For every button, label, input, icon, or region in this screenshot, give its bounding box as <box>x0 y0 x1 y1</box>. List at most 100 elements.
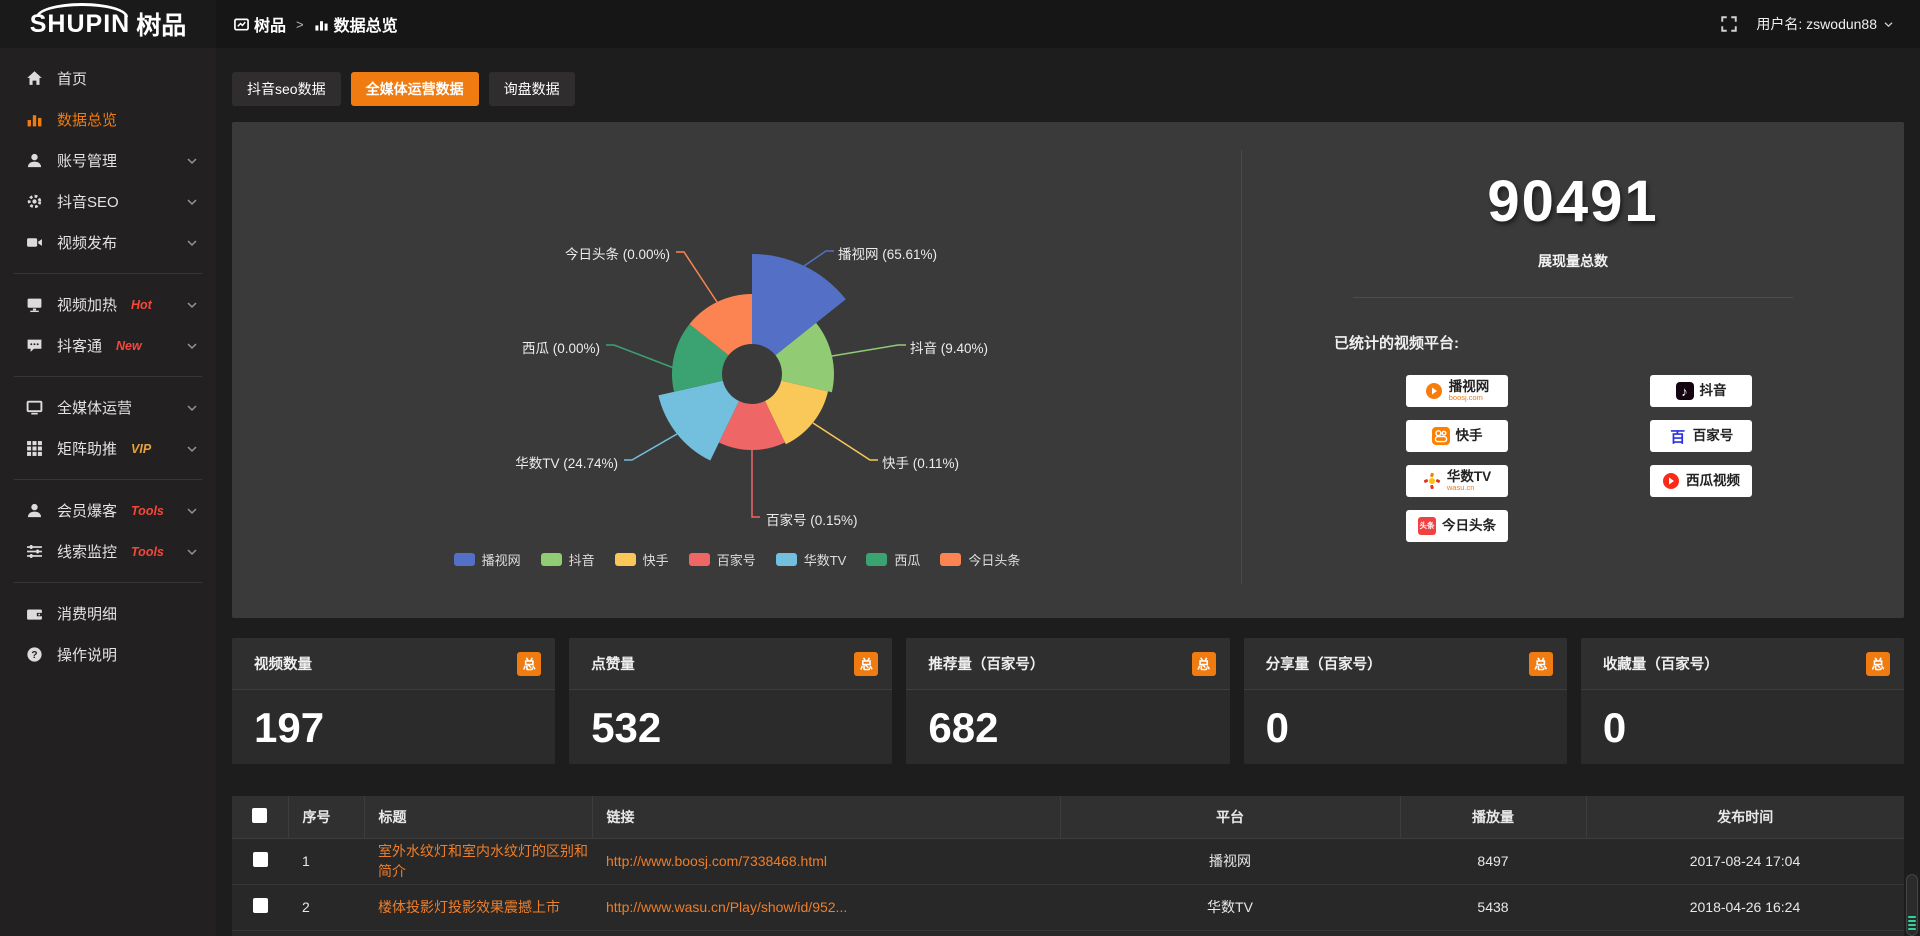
sidebar-item-douyin-seo[interactable]: 抖音SEO <box>0 181 216 222</box>
new-badge: New <box>116 338 142 353</box>
video-url-link[interactable]: http://www.boosj.com/7338468.html <box>606 853 828 869</box>
row-checkbox[interactable] <box>252 898 268 913</box>
svg-text:?: ? <box>31 650 37 661</box>
sidebar-item-matrix-boost[interactable]: 矩阵助推 VIP <box>0 428 216 469</box>
sidebar-item-omnimedia[interactable]: 全媒体运营 <box>0 387 216 428</box>
label-line-toutiao <box>676 251 718 303</box>
sidebar-item-help[interactable]: ? 操作说明 <box>0 634 216 675</box>
main-content: 抖音seo数据 全媒体运营数据 询盘数据 <box>216 48 1920 936</box>
tab-inquiry-data[interactable]: 询盘数据 <box>488 72 575 106</box>
tools-badge: Tools <box>131 544 164 559</box>
pie-slice-douyin[interactable] <box>775 322 834 393</box>
chevron-down-icon <box>187 342 197 349</box>
summary-panel: 90491 展现量总数 已统计的视频平台: 播视网 boosj.com 快手 <box>1242 122 1904 618</box>
platform-badge-baijiahao: 百 百家号 <box>1650 420 1752 452</box>
chevron-down-icon <box>1884 21 1893 27</box>
pie-slice-toutiao[interactable] <box>689 294 753 356</box>
sidebar-item-data-overview[interactable]: 数据总览 <box>0 99 216 140</box>
stat-card-value: 0 <box>1265 704 1289 751</box>
video-title-link[interactable]: 楼体投影灯投影效果震撼上市 <box>378 899 560 915</box>
stat-card-title: 分享量（百家号） <box>1265 657 1382 673</box>
col-header-time: 发布时间 <box>1585 796 1904 839</box>
chevron-down-icon <box>187 548 197 555</box>
total-impressions-label: 展现量总数 <box>1538 253 1608 269</box>
col-header-link: 链接 <box>591 796 1060 839</box>
sidebar-item-video-heat[interactable]: 视频加热 Hot <box>0 284 216 325</box>
video-table: 序号 标题 链接 平台 播放量 发布时间 1 室外水纹灯和室内水纹灯的区别和简介… <box>232 796 1904 936</box>
summary-divider <box>1353 297 1793 298</box>
chevron-down-icon <box>187 404 197 411</box>
legend-item-toutiao[interactable]: 今日头条 <box>940 550 1020 569</box>
pie-slice-kuaishou[interactable] <box>765 380 828 445</box>
video-title-link[interactable]: 室外水纹灯和室内水纹灯的区别和简介 <box>378 843 588 879</box>
row-checkbox[interactable] <box>252 852 268 867</box>
sidebar-item-member-blast[interactable]: 会员爆客 Tools <box>0 490 216 531</box>
user-menu[interactable]: 用户名: zswodun88 <box>1756 14 1894 34</box>
legend-swatch <box>775 553 797 566</box>
table-row: 2 楼体投影灯投影效果震撼上市 http://www.wasu.cn/Play/… <box>232 884 1904 931</box>
person-icon <box>27 503 42 518</box>
sidebar-item-account[interactable]: 账号管理 <box>0 140 216 181</box>
platform-badge-kuaishou: 快手 <box>1406 420 1508 452</box>
sidebar: 首页 数据总览 账号管理 抖音SEO 视频发布 视频加热 Hot 抖客通 New… <box>0 48 216 936</box>
label-line-baijiahao <box>751 450 760 518</box>
select-all-checkbox[interactable] <box>252 807 268 823</box>
logo-arc <box>36 3 128 17</box>
cell-platform: 华数TV <box>1060 884 1400 931</box>
app-icon <box>234 18 249 30</box>
fullscreen-icon[interactable] <box>1720 15 1738 33</box>
sidebar-item-doketong[interactable]: 抖客通 New <box>0 325 216 366</box>
platform-column-right: ♪ 抖音 百 百家号 西瓜视频 <box>1650 375 1752 542</box>
panel-divider <box>1241 150 1242 584</box>
stat-card-favorites: 收藏量（百家号） 总 0 <box>1580 638 1905 764</box>
pie-slice-huashutv[interactable] <box>658 380 739 461</box>
chart-legend: 播视网 抖音 快手 百家号 华数TV 西瓜 今日头条 <box>232 550 1242 569</box>
sidebar-divider <box>14 479 202 480</box>
pie-label-kuaishou: 快手 (0.11%) <box>882 456 960 471</box>
stat-card-value: 682 <box>928 704 999 751</box>
cell-plays: 8497 <box>1400 838 1586 885</box>
scrollbar-thumb[interactable] <box>1906 874 1918 936</box>
video-url-link[interactable]: http://www.wasu.cn/Play/show/id/952... <box>606 899 848 915</box>
breadcrumb-current[interactable]: 数据总览 <box>314 12 398 36</box>
total-impressions-value: 90491 <box>1487 169 1659 234</box>
pie-slice-boshiwang[interactable] <box>752 254 846 356</box>
breadcrumb-root[interactable]: 树品 <box>234 12 286 36</box>
wallet-icon <box>27 609 42 620</box>
sidebar-item-spend-detail[interactable]: 消费明细 <box>0 593 216 634</box>
legend-item-douyin[interactable]: 抖音 <box>540 550 595 569</box>
legend-item-huashutv[interactable]: 华数TV <box>775 550 846 569</box>
tab-douyin-seo-data[interactable]: 抖音seo数据 <box>232 72 341 106</box>
col-header-title: 标题 <box>363 796 592 839</box>
pie-slice-xigua[interactable] <box>672 324 729 392</box>
chart-panel: 播视网 (65.61%) 抖音 (9.40%) 快手 (0.11%) 百家号 (… <box>232 122 1904 618</box>
label-line-douyin <box>831 344 906 357</box>
sidebar-divider <box>14 582 202 583</box>
stat-card-shares: 分享量（百家号） 总 0 <box>1243 638 1567 764</box>
total-badge: 总 <box>1528 651 1553 676</box>
label-line-kuaishou <box>812 422 878 461</box>
label-line-huashutv <box>624 433 678 461</box>
stat-card-likes: 点赞量 总 532 <box>569 638 893 764</box>
tab-omnimedia-data[interactable]: 全媒体运营数据 <box>350 72 479 106</box>
vip-badge: VIP <box>131 441 152 456</box>
sidebar-item-lead-monitor[interactable]: 线索监控 Tools <box>0 531 216 572</box>
chevron-down-icon <box>187 301 197 308</box>
pie-slice-baijiahao[interactable] <box>719 401 785 451</box>
legend-item-boshiwang[interactable]: 播视网 <box>453 550 521 569</box>
sidebar-item-home[interactable]: 首页 <box>0 58 216 99</box>
label-line-boshiwang <box>803 250 834 267</box>
cell-platform: 播视网 <box>1060 838 1400 885</box>
stat-card-title: 视频数量 <box>254 657 312 673</box>
legend-item-baijiahao[interactable]: 百家号 <box>688 550 756 569</box>
table-row-partial <box>232 930 1904 936</box>
bar-chart-icon <box>315 20 328 31</box>
col-header-platform: 平台 <box>1059 796 1400 839</box>
label-line-xigua <box>606 344 675 369</box>
cell-index: 2 <box>288 884 364 931</box>
sidebar-item-video-publish[interactable]: 视频发布 <box>0 222 216 263</box>
stat-card-title: 收藏量（百家号） <box>1602 657 1719 673</box>
legend-item-xigua[interactable]: 西瓜 <box>866 550 920 569</box>
legend-item-kuaishou[interactable]: 快手 <box>614 550 669 569</box>
logo-suffix: 树品 <box>136 12 187 40</box>
